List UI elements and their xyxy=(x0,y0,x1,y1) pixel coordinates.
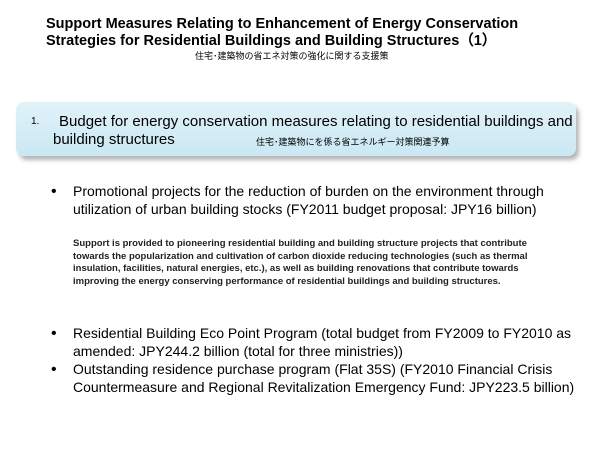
bullet-icon: • xyxy=(51,361,57,378)
bullet-icon: • xyxy=(51,183,57,200)
list-item-flat-35s: Outstanding residence purchase program (… xyxy=(73,361,575,395)
slide-title: Support Measures Relating to Enhancement… xyxy=(46,16,576,50)
title-japanese: 住宅･建築物の省エネ対策の強化に関する支援策 xyxy=(195,52,389,62)
section-header-box: 1. Budget for energy conservation measur… xyxy=(16,102,576,156)
title-line-1: Support Measures Relating to Enhancement… xyxy=(46,16,519,32)
list-item-eco-point-program: Residential Building Eco Point Program (… xyxy=(73,325,572,359)
list-item-promotional-projects: Promotional projects for the reduction o… xyxy=(73,183,544,217)
section-heading-line-2: building structures xyxy=(53,131,175,148)
section-heading-line-1: Budget for energy conservation measures … xyxy=(59,113,573,130)
title-line-2: Strategies for Residential Buildings and… xyxy=(46,33,497,49)
section-heading-japanese: 住宅･建築物にを係る省エネルギー対策関連予算 xyxy=(256,138,450,148)
section-number: 1. xyxy=(31,116,40,127)
bullet-icon: • xyxy=(51,325,57,342)
list-item-detail: Support is provided to pioneering reside… xyxy=(73,238,528,287)
